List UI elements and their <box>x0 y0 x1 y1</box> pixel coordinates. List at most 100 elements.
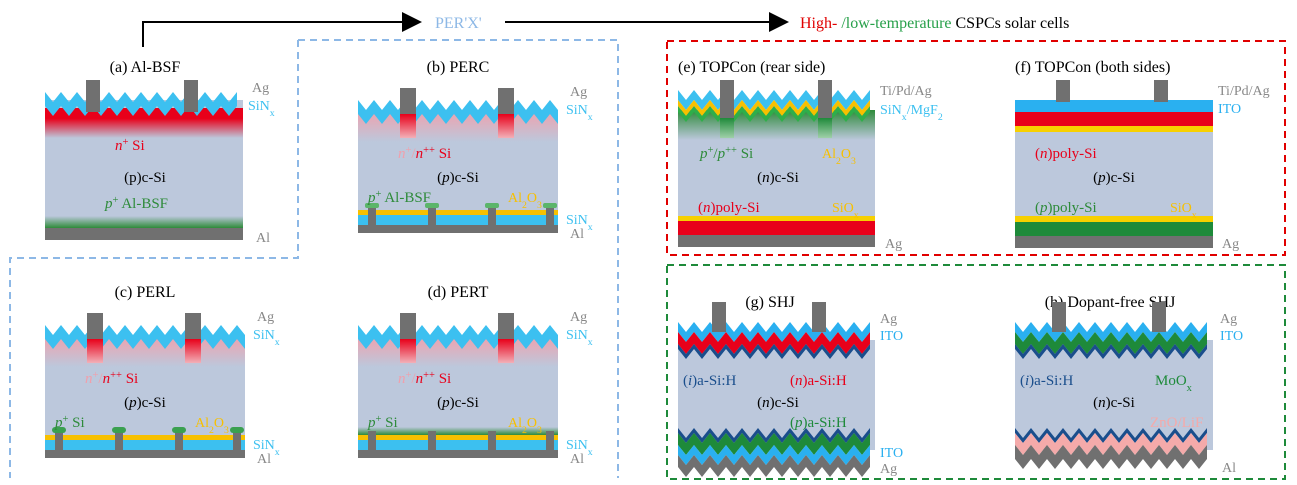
header: PER'X' High-/low-temperature CSPCs solar … <box>142 12 1069 47</box>
c-npp-label: n+/n++ Si <box>85 370 138 388</box>
panel-d-title: (d) PERT <box>428 284 489 301</box>
d-al-label: Al <box>570 452 584 467</box>
panel-e-title: (e) TOPCon (rear side) <box>678 59 825 76</box>
d-npp-region-1 <box>400 339 416 363</box>
b-al2o3-label: Al2O3 <box>508 191 542 211</box>
d-rear-via-3 <box>488 431 496 451</box>
f-contact-2 <box>1154 80 1168 102</box>
g-contact-2 <box>812 302 826 332</box>
c-psi-label: p+ Si <box>54 414 85 432</box>
h-contact-2 <box>1152 302 1166 332</box>
g-na-si-layer <box>678 332 870 354</box>
d-ag-label: Ag <box>570 310 587 325</box>
h-contact-1 <box>1052 302 1066 332</box>
c-rear-via-4 <box>233 431 241 451</box>
h-ito-label: ITO <box>1220 329 1243 344</box>
g-iasih-label: (i)a-Si:H <box>683 373 736 389</box>
c-ag-finger-2 <box>185 313 201 341</box>
panel-h: (h) Dopant-free SHJ Ag ITO (i)a-Si:H MoOx (n)… <box>1015 294 1243 476</box>
g-pasih-label: (p)a-Si:H <box>790 415 847 431</box>
c-npp-region-1 <box>87 339 103 363</box>
b-local-bsf-4 <box>543 203 557 208</box>
e-contact-2 <box>818 80 832 120</box>
g-ito-bottom-label: ITO <box>880 446 903 461</box>
c-al-label: Al <box>257 452 271 467</box>
b-p-label: (p)c-Si <box>437 170 479 186</box>
d-p-label: (p)c-Si <box>437 395 479 411</box>
h-al-label: Al <box>1222 461 1236 476</box>
c-rear-via-1 <box>55 431 63 451</box>
a-al-label: Al <box>256 231 270 246</box>
b-local-bsf-2 <box>425 203 439 208</box>
e-ag-back <box>678 235 875 247</box>
h-znolif-label: ZnO/LiF <box>1150 415 1203 431</box>
perx-label: PER'X' <box>435 15 482 32</box>
panel-f: (f) TOPCon (both sides) Ti/Pd/Ag ITO (n)pol… <box>1015 59 1270 252</box>
d-rear-via-4 <box>546 431 554 451</box>
g-nasih-label: (n)a-Si:H <box>790 373 847 389</box>
g-ag-top-label: Ag <box>880 312 897 327</box>
a-al-back <box>45 228 243 240</box>
c-sinx-label: SiNx <box>253 328 280 348</box>
f-npoly-layer <box>1015 112 1213 126</box>
g-n-label: (n)c-Si <box>757 395 799 411</box>
b-ag-finger-1 <box>400 88 416 116</box>
h-al-back <box>1015 445 1207 469</box>
g-ito-top-label: ITO <box>880 329 903 344</box>
c-al2o3-label: Al2O3 <box>195 416 229 436</box>
header-arrow-1 <box>142 12 422 47</box>
f-ppoly-layer <box>1015 222 1213 236</box>
f-ag-back <box>1015 236 1213 248</box>
b-local-bsf-3 <box>485 203 499 208</box>
e-sinx-mgf2-label: SiNx/MgF2 <box>880 103 943 123</box>
b-rear-via-2 <box>428 206 436 226</box>
b-sinx-rear <box>358 215 558 225</box>
e-ppp-region-2 <box>818 118 832 138</box>
f-siox-top <box>1015 126 1213 132</box>
b-ag-finger-2 <box>498 88 514 116</box>
a-ag-finger-1 <box>86 80 100 112</box>
panel-b: (b) PERC Ag SiNx n+/n++ Si (p)c-Si p+ Al-BSF A… <box>358 59 593 242</box>
a-n-label: n+ Si <box>115 137 145 155</box>
c-al-back <box>45 450 245 458</box>
h-zno-lif-layer <box>1015 433 1207 455</box>
a-ag-label: Ag <box>252 81 269 96</box>
b-npp-region-2 <box>498 114 514 138</box>
c-rear-via-3 <box>175 431 183 451</box>
f-contact-1 <box>1056 80 1070 102</box>
panel-f-title: (f) TOPCon (both sides) <box>1015 59 1170 76</box>
a-n-plus-emitter <box>45 108 243 138</box>
d-ag-finger-2 <box>498 313 514 341</box>
d-al2o3-layer <box>358 435 558 440</box>
d-p-plus-layer <box>358 427 558 435</box>
d-sinx-rear-label: SiNx <box>566 438 593 458</box>
h-ia-si-bottom <box>1015 428 1207 443</box>
f-ito-label: ITO <box>1218 102 1241 117</box>
f-p-label: (p)c-Si <box>1093 170 1135 186</box>
panel-c: (c) PERL Ag SiNx n+/n++ Si (p)c-Si p+ Si Al2O3… <box>45 284 280 467</box>
b-al-back <box>358 225 558 233</box>
e-al2o3-label: Al2O3 <box>822 147 856 167</box>
perx-frame <box>9 39 619 478</box>
panel-d: (d) PERT Ag SiNx n+/n++ Si (p)c-Si p+ Si Al2O3… <box>358 284 593 467</box>
c-rear-via-2 <box>115 431 123 451</box>
g-ia-si-bottom <box>678 428 870 443</box>
e-npoly-label: (n)poly-Si <box>698 200 760 216</box>
b-npp-label: n+/n++ Si <box>398 145 451 163</box>
e-siox-layer <box>678 216 875 221</box>
c-p-label: (p)c-Si <box>124 395 166 411</box>
panel-a-title: (a) Al-BSF <box>110 59 181 76</box>
b-ag-label: Ag <box>570 85 587 100</box>
f-ag-label: Ag <box>1222 237 1239 252</box>
a-bsf-layer <box>45 216 243 228</box>
d-sinx-rear <box>358 440 558 450</box>
e-ppp-region-1 <box>720 118 734 138</box>
high-temp-frame <box>666 40 1286 256</box>
h-ag-label: Ag <box>1220 312 1237 327</box>
c-ag-finger-1 <box>87 313 103 341</box>
e-n-label: (n)c-Si <box>757 170 799 186</box>
f-ito-top <box>1015 100 1213 112</box>
d-al2o3-label: Al2O3 <box>508 416 542 436</box>
